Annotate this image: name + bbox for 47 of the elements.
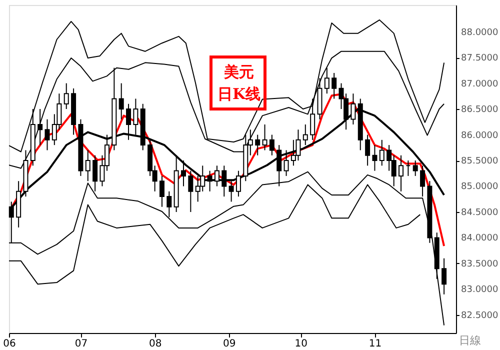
candlestick	[302, 124, 308, 146]
candlestick	[412, 160, 418, 176]
candlestick	[324, 67, 330, 94]
y-tick-label: 84.0000	[461, 234, 498, 244]
candlestick	[180, 160, 186, 187]
candlestick	[236, 170, 241, 198]
candlestick	[38, 108, 43, 146]
y-tick-label: 86.5000	[461, 105, 498, 116]
y-tick-label: 87.5000	[461, 54, 498, 64]
candlestick	[228, 180, 234, 202]
x-tick-label: 09	[223, 338, 236, 350]
candlestick	[379, 139, 384, 166]
y-tick-label: 85.0000	[461, 182, 498, 192]
candlestick	[332, 72, 337, 100]
y-tick-label: 83.5000	[461, 259, 498, 270]
candlestick	[365, 134, 370, 166]
x-tick-label: 08	[148, 338, 162, 350]
x-tick-label: 11	[368, 338, 382, 350]
candlestick	[214, 165, 220, 187]
candlestick	[44, 118, 50, 151]
candlestick	[442, 258, 447, 295]
y-tick-label: 87.0000	[461, 79, 498, 90]
candlestick	[284, 150, 289, 176]
y-tick-label: 85.5000	[461, 156, 498, 167]
candlestick	[222, 165, 227, 198]
candlestick	[159, 175, 164, 208]
text: 日線	[459, 334, 481, 347]
x-tick-label: 07	[74, 338, 88, 350]
line-series	[9, 184, 421, 285]
y-tick-label: 82.5000	[461, 310, 498, 321]
candlestick	[207, 170, 212, 192]
x-tick-label: 10	[294, 338, 308, 350]
candlestick	[398, 154, 404, 192]
y-tick-label: 88.0000	[461, 28, 498, 38]
y-tick-label: 84.5000	[461, 208, 498, 218]
candlestick	[262, 124, 268, 151]
text: 美元日K线	[217, 63, 261, 103]
candlestick	[118, 82, 124, 120]
candlestick	[372, 144, 378, 172]
candlestick	[64, 82, 69, 110]
candlestick	[310, 98, 316, 140]
candlestick	[255, 134, 260, 156]
y-tick-label: 83.0000	[461, 285, 498, 296]
candlestick	[269, 134, 274, 156]
candlestick	[166, 190, 172, 218]
x-tick-label: 06	[3, 338, 16, 350]
y-tick-label: 86.0000	[461, 130, 498, 141]
